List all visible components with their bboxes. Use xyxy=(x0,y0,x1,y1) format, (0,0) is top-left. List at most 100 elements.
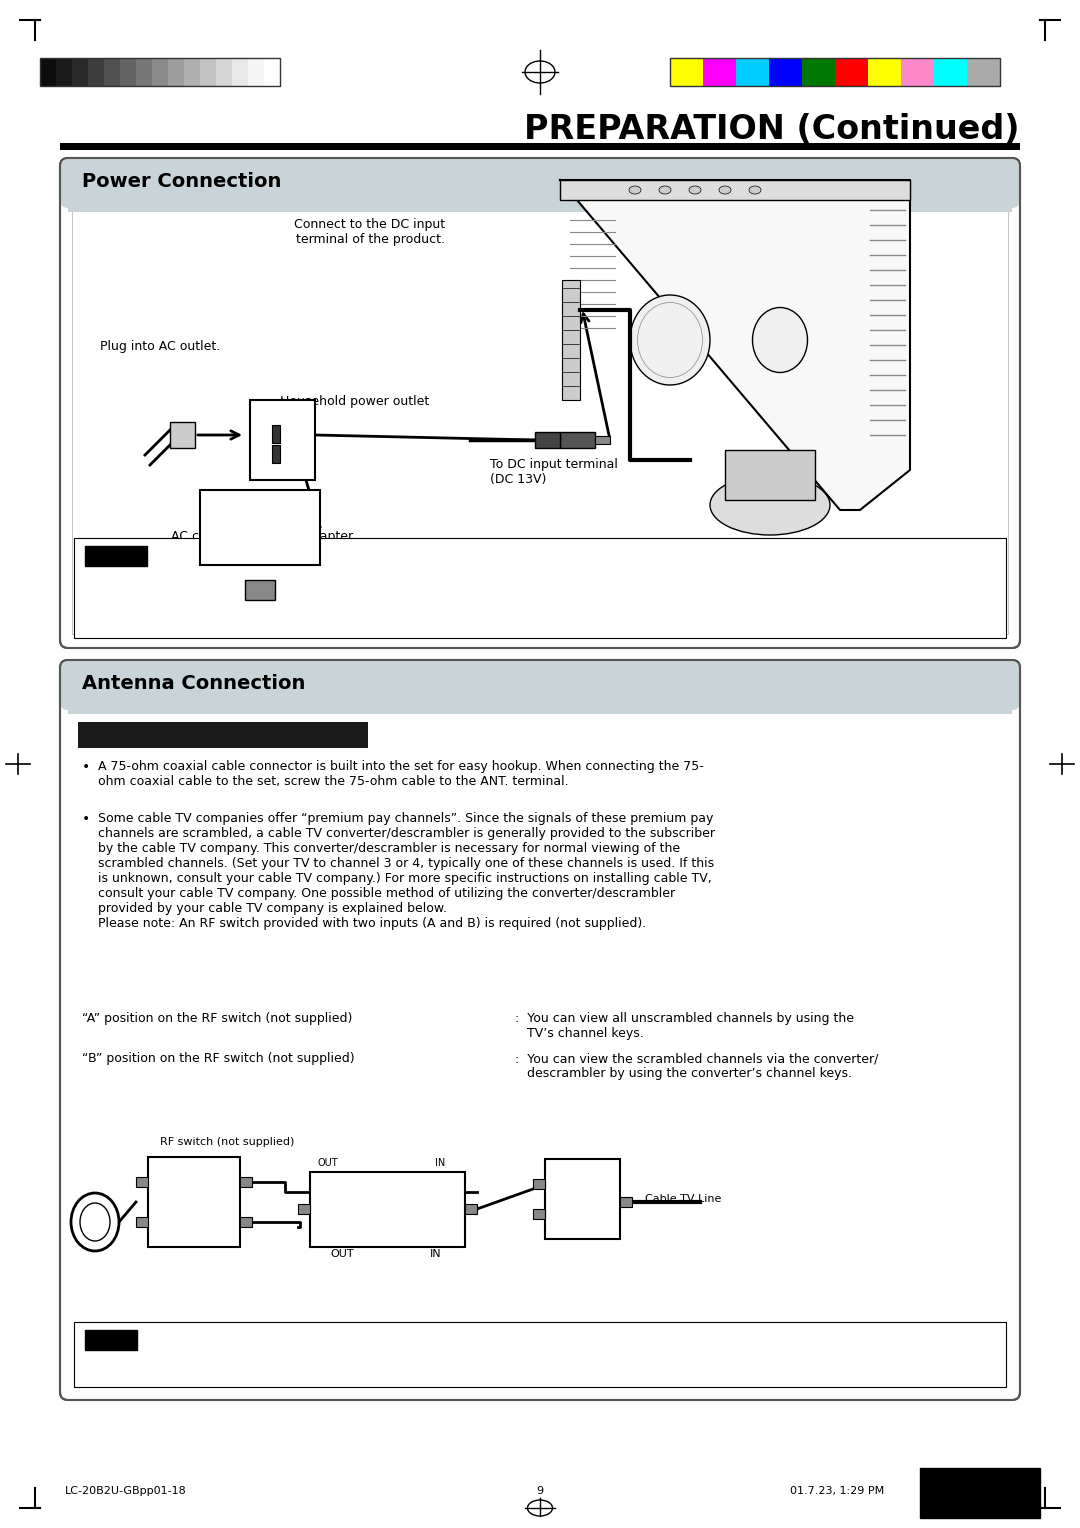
Text: OUT: OUT xyxy=(318,1158,339,1167)
Bar xyxy=(725,451,815,500)
Bar xyxy=(40,58,56,86)
Text: Antenna Connection: Antenna Connection xyxy=(82,674,306,694)
Bar xyxy=(769,58,802,86)
Bar xyxy=(136,58,152,86)
Bar xyxy=(735,58,769,86)
Text: Cable TV Line: Cable TV Line xyxy=(645,1193,721,1204)
Bar xyxy=(200,490,320,565)
Polygon shape xyxy=(561,180,910,510)
Text: Plug into AC outlet.: Plug into AC outlet. xyxy=(100,341,220,353)
Bar xyxy=(670,58,703,86)
Bar xyxy=(967,58,1000,86)
Text: US: US xyxy=(930,1470,951,1484)
Text: :  You can view the scrambled channels via the converter/
   descrambler by usin: : You can view the scrambled channels vi… xyxy=(515,1051,878,1080)
Text: AC adapter: AC adapter xyxy=(283,530,353,542)
Bar xyxy=(85,1329,137,1351)
Text: 9: 9 xyxy=(537,1487,543,1496)
Text: OUT: OUT xyxy=(330,1248,353,1259)
Bar xyxy=(245,581,275,601)
FancyBboxPatch shape xyxy=(60,660,1020,1400)
Text: switch of the LCD TV set to off when connecting the AC adapter.: switch of the LCD TV set to off when con… xyxy=(221,594,584,604)
Text: “B” position on the RF switch (not supplied): “B” position on the RF switch (not suppl… xyxy=(82,1051,354,1065)
Text: OUT: OUT xyxy=(153,1161,174,1172)
Text: LC-20B2U-GBpp01-18: LC-20B2U-GBpp01-18 xyxy=(65,1487,187,1496)
Bar xyxy=(535,432,561,448)
Bar xyxy=(310,1172,465,1247)
Text: ■ Consult your SHARP Dealer or Service Center for the type of splitter, RF switc: ■ Consult your SHARP Dealer or Service C… xyxy=(85,1355,743,1366)
Bar xyxy=(248,58,265,86)
Ellipse shape xyxy=(71,1193,119,1251)
Bar xyxy=(240,1177,252,1187)
Text: To DC input terminal
(DC 13V): To DC input terminal (DC 13V) xyxy=(490,458,618,486)
Bar xyxy=(561,180,910,200)
Text: POWER: POWER xyxy=(184,594,230,604)
Ellipse shape xyxy=(80,1203,110,1241)
Ellipse shape xyxy=(753,307,808,373)
Text: Cable TV converter/
descrambler
(not supplied): Cable TV converter/ descrambler (not sup… xyxy=(332,1183,443,1216)
Bar xyxy=(465,1204,477,1215)
Bar xyxy=(40,58,280,86)
Text: AC cord: AC cord xyxy=(171,530,219,542)
Bar xyxy=(868,58,902,86)
Bar xyxy=(934,58,968,86)
Bar xyxy=(216,58,232,86)
Ellipse shape xyxy=(630,295,710,385)
Bar xyxy=(249,400,315,480)
Bar xyxy=(620,1196,632,1207)
Bar xyxy=(272,425,280,443)
Text: A 75-ohm coaxial cable connector is built into the set for easy hookup. When con: A 75-ohm coaxial cable connector is buil… xyxy=(98,759,704,788)
Bar xyxy=(534,1209,545,1219)
Bar xyxy=(703,58,737,86)
FancyBboxPatch shape xyxy=(60,660,1020,711)
Ellipse shape xyxy=(629,186,642,194)
Bar xyxy=(85,545,147,565)
Bar xyxy=(232,58,248,86)
Bar xyxy=(136,1216,148,1227)
Bar xyxy=(562,280,580,400)
Text: PREPARATION (Continued): PREPARATION (Continued) xyxy=(525,113,1020,147)
Bar xyxy=(200,58,216,86)
Text: 9: 9 xyxy=(976,1470,994,1494)
Text: IN: IN xyxy=(435,1158,445,1167)
Text: Connect to the DC input
terminal of the product.: Connect to the DC input terminal of the … xyxy=(295,219,446,246)
Ellipse shape xyxy=(689,186,701,194)
Text: •: • xyxy=(82,759,91,775)
Bar xyxy=(272,445,280,463)
Bar xyxy=(561,432,595,448)
Bar xyxy=(75,1322,1005,1387)
Bar xyxy=(72,209,1008,634)
Bar xyxy=(68,193,1012,212)
FancyBboxPatch shape xyxy=(60,157,1020,208)
Bar xyxy=(170,422,195,448)
Bar xyxy=(148,1157,240,1247)
Bar xyxy=(68,694,1012,714)
Text: ■ Use a commercially available AC plug adapter, if necessary, depending on the d: ■ Use a commercially available AC plug a… xyxy=(85,575,678,584)
Bar xyxy=(120,58,136,86)
Ellipse shape xyxy=(659,186,671,194)
Bar xyxy=(670,58,1000,86)
Bar xyxy=(75,538,1005,639)
Bar xyxy=(136,1177,148,1187)
Text: IN: IN xyxy=(430,1248,442,1259)
Text: Household power outlet: Household power outlet xyxy=(281,396,430,408)
Text: B: B xyxy=(153,1216,160,1227)
Text: CABLE TV (CATV) CONNECTION: CABLE TV (CATV) CONNECTION xyxy=(114,729,332,741)
Text: IN: IN xyxy=(198,1161,208,1172)
Text: Power Connection: Power Connection xyxy=(82,173,282,191)
Bar xyxy=(104,58,121,86)
Bar xyxy=(545,1160,620,1239)
Bar xyxy=(78,723,368,749)
Bar xyxy=(240,1216,252,1227)
Bar xyxy=(168,58,185,86)
Text: •: • xyxy=(82,811,91,827)
Ellipse shape xyxy=(710,475,831,535)
Bar xyxy=(60,144,1020,150)
Bar xyxy=(152,58,168,86)
Bar xyxy=(534,1180,545,1189)
Text: Notes:: Notes: xyxy=(87,547,127,558)
Text: 01.7.23, 1:29 PM: 01.7.23, 1:29 PM xyxy=(789,1487,885,1496)
Text: Note:: Note: xyxy=(87,1331,121,1342)
Text: Two-set
signal
splitter
(not
supplied): Two-set signal splitter (not supplied) xyxy=(559,1170,605,1227)
Text: Some cable TV companies offer “premium pay channels”. Since the signals of these: Some cable TV companies offer “premium p… xyxy=(98,811,715,931)
Bar xyxy=(901,58,934,86)
